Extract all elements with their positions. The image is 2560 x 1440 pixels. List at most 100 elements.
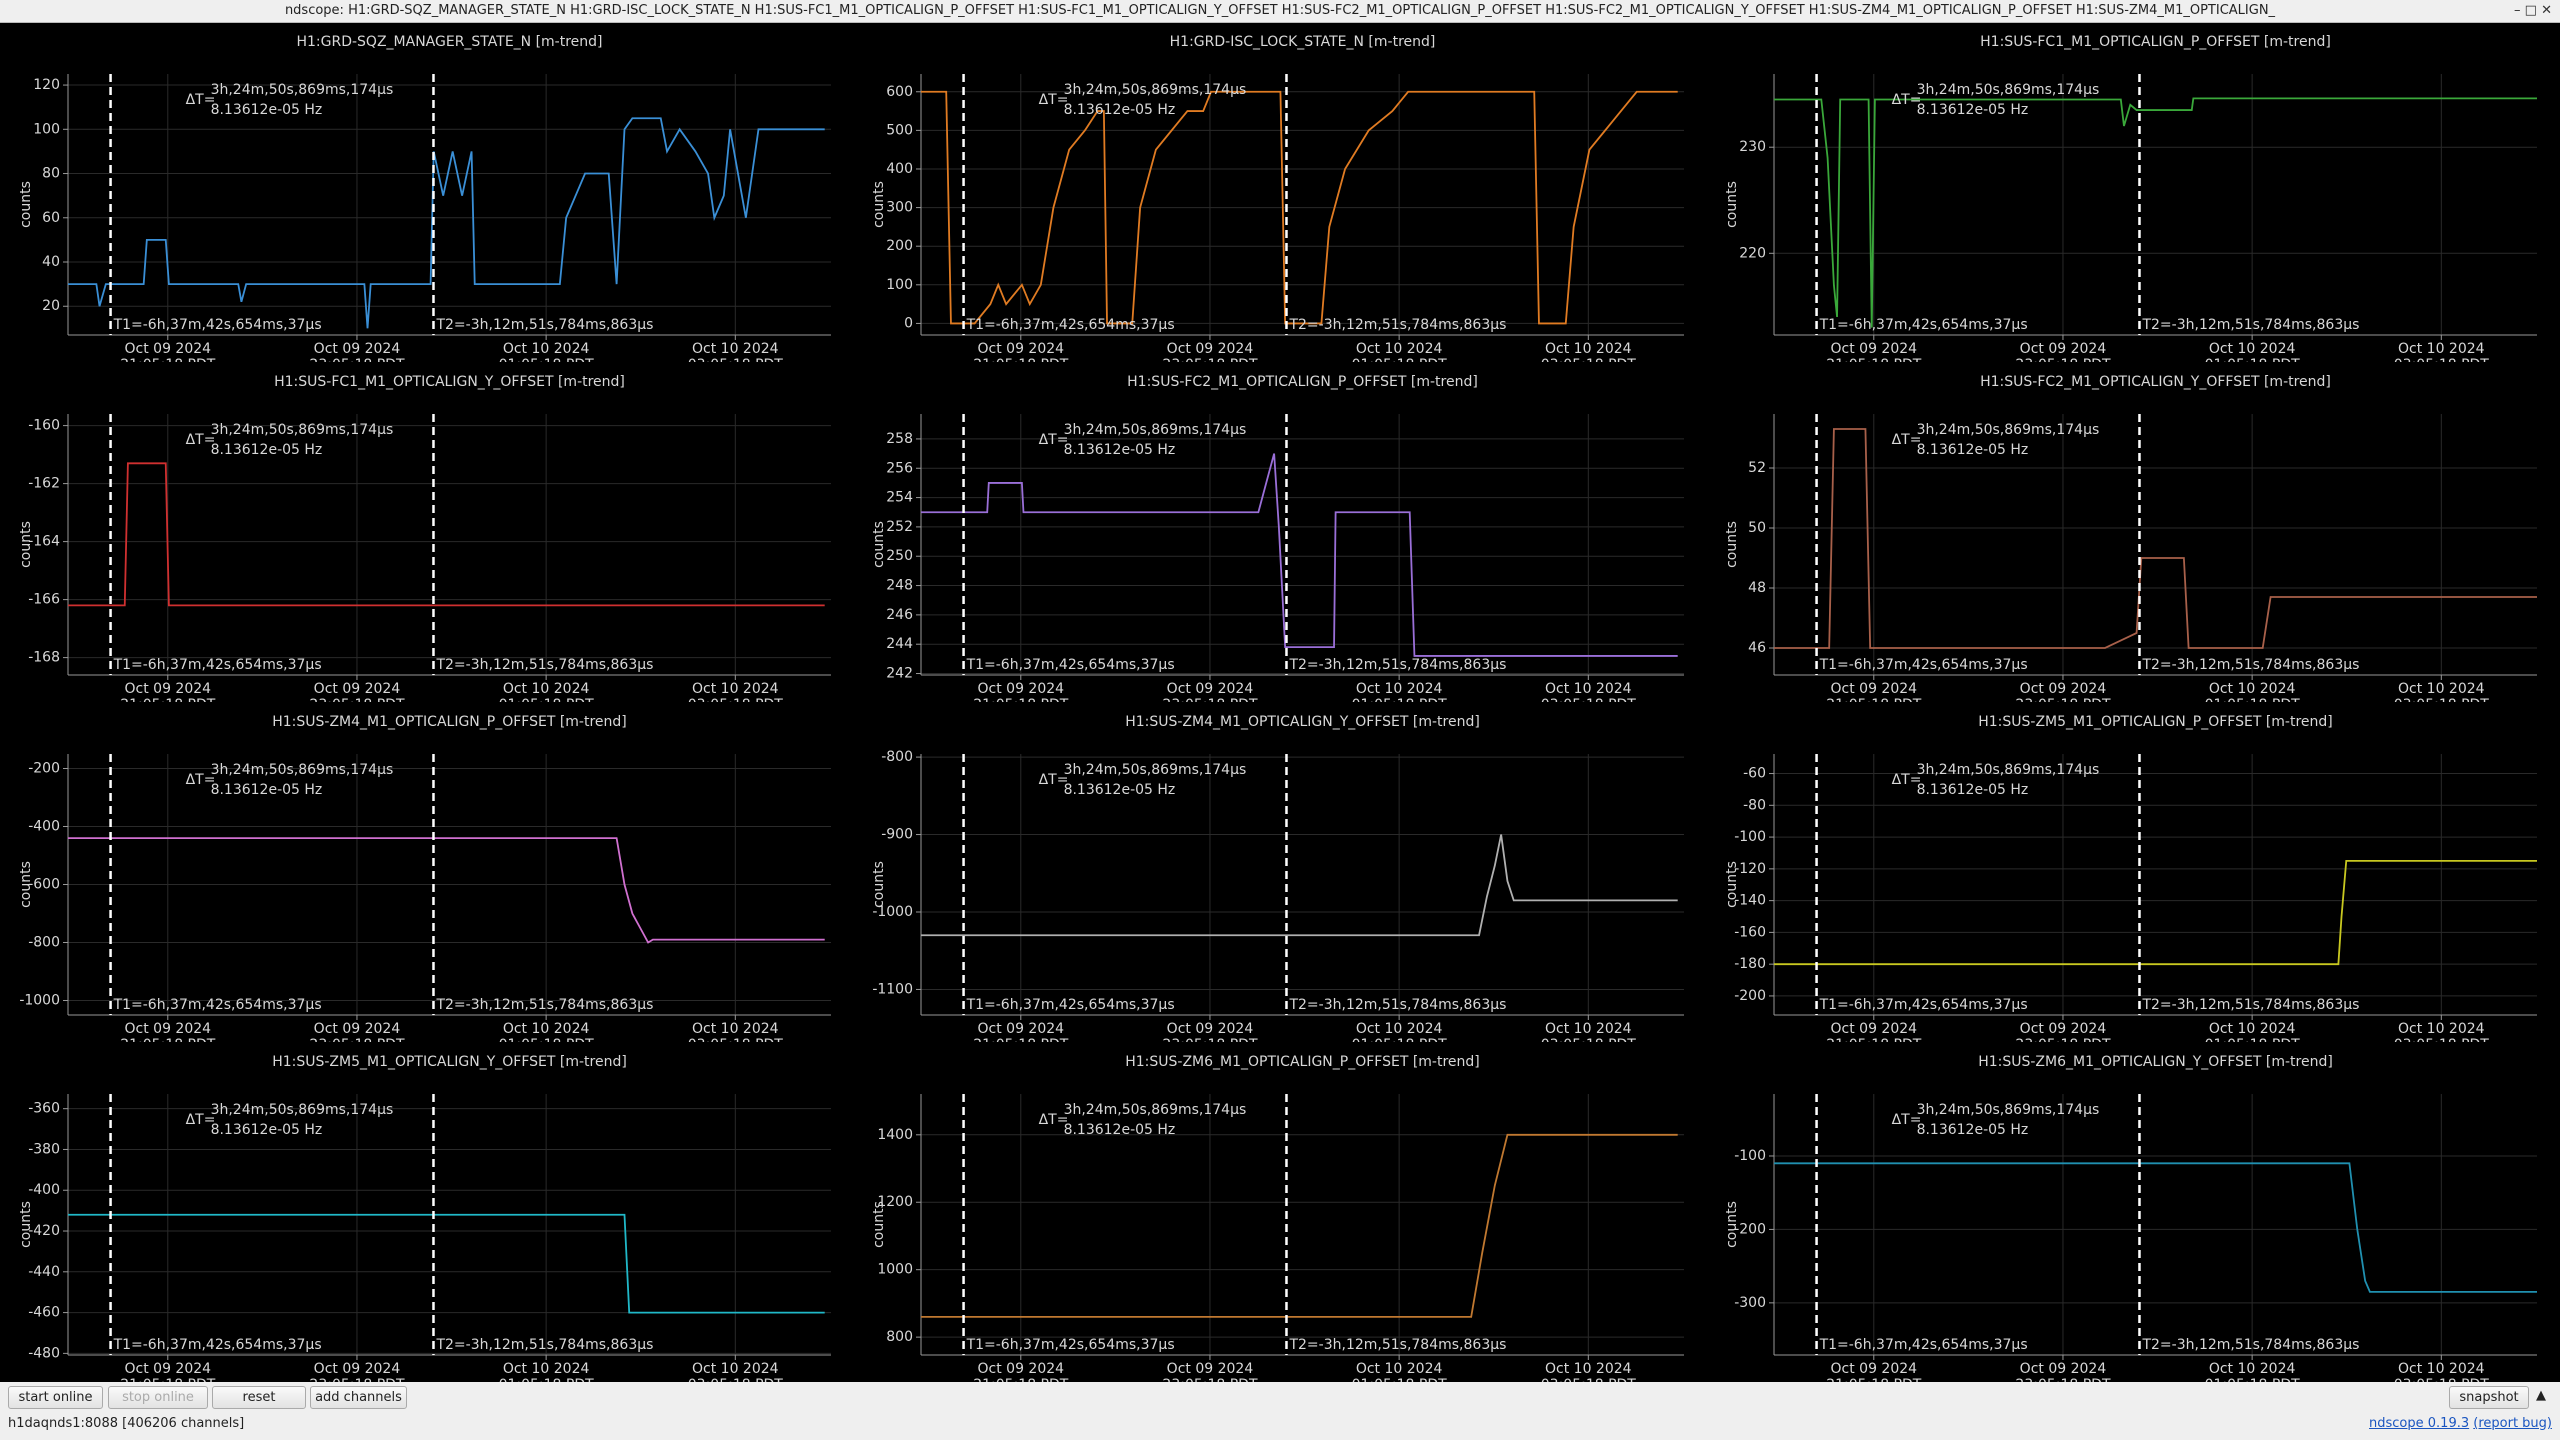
trace — [1774, 97, 2537, 328]
x-tick-label: Oct 10 2024 — [1356, 681, 1443, 697]
x-tick-label: Oct 10 2024 — [692, 681, 779, 697]
delta-freq: 8.13612e-05 Hz — [1064, 782, 1176, 798]
plot[interactable]: H1:GRD-ISC_LOCK_STATE_N [m-trend] counts 0… — [853, 22, 1706, 362]
bottom-bar: start online stop online reset add chann… — [0, 1382, 2560, 1440]
x-tick-label: Oct 10 2024 — [1545, 1361, 1632, 1377]
x-tick-label: Oct 10 2024 — [2398, 1021, 2485, 1037]
y-tick-label: 220 — [1739, 245, 1766, 261]
y-axis-label: counts — [18, 181, 34, 228]
trace — [1774, 1162, 2537, 1293]
plot[interactable]: H1:SUS-FC2_M1_OPTICALIGN_P_OFFSET [m-tre… — [853, 362, 1706, 702]
delta-label: ΔT= — [1039, 1112, 1069, 1128]
channel-count: [406206 channels] — [122, 1416, 245, 1431]
cursor-t2-label: T2=-3h,12m,51s,784ms,863µs — [435, 997, 653, 1013]
expand-arrow[interactable]: ▲ — [2536, 1388, 2546, 1403]
y-tick-label: 248 — [886, 578, 913, 594]
delta-time: 3h,24m,50s,869ms,174µs — [1064, 82, 1247, 98]
y-tick-label: 40 — [42, 254, 60, 270]
y-tick-label: -1100 — [872, 981, 913, 997]
plot[interactable]: H1:SUS-ZM4_M1_OPTICALIGN_P_OFFSET [m-tre… — [0, 702, 853, 1042]
x-tick-label: 23:05:18 PDT — [309, 1377, 405, 1382]
delta-label: ΔT= — [1039, 432, 1069, 448]
x-tick-label: Oct 09 2024 — [1167, 341, 1254, 357]
y-tick-label: 200 — [886, 238, 913, 254]
window-controls[interactable]: – □ ✕ — [2514, 3, 2552, 18]
y-tick-label: -162 — [28, 476, 60, 492]
y-tick-label: 242 — [886, 666, 913, 682]
reset-button[interactable]: reset — [212, 1386, 306, 1409]
plot[interactable]: H1:SUS-FC2_M1_OPTICALIGN_Y_OFFSET [m-tre… — [1706, 362, 2559, 702]
x-tick-label: 03:05:18 PDT — [2394, 1037, 2490, 1042]
plot[interactable]: H1:SUS-ZM6_M1_OPTICALIGN_P_OFFSET [m-tre… — [853, 1042, 1706, 1382]
y-tick-label: 500 — [886, 122, 913, 138]
x-tick-label: Oct 09 2024 — [978, 1361, 1065, 1377]
cursor-t2-label: T2=-3h,12m,51s,784ms,863µs — [2141, 657, 2359, 673]
x-tick-label: Oct 09 2024 — [125, 681, 212, 697]
delta-time: 3h,24m,50s,869ms,174µs — [1064, 762, 1247, 778]
snapshot-button[interactable]: snapshot — [2449, 1386, 2529, 1409]
plot[interactable]: H1:SUS-FC1_M1_OPTICALIGN_P_OFFSET [m-tre… — [1706, 22, 2559, 362]
cursor-t1-label: T1=-6h,37m,42s,654ms,37µs — [113, 1337, 322, 1353]
cursor-t1-label: T1=-6h,37m,42s,654ms,37µs — [966, 657, 1175, 673]
y-tick-label: 600 — [886, 84, 913, 100]
delta-label: ΔT= — [1039, 772, 1069, 788]
y-axis-label: counts — [1724, 1201, 1740, 1248]
trace — [921, 453, 1678, 657]
y-tick-label: -600 — [28, 877, 60, 893]
add-channels-button[interactable]: add channels — [310, 1386, 407, 1409]
plot[interactable]: H1:SUS-ZM5_M1_OPTICALIGN_Y_OFFSET [m-tre… — [0, 1042, 853, 1382]
plot[interactable]: H1:SUS-ZM4_M1_OPTICALIGN_Y_OFFSET [m-tre… — [853, 702, 1706, 1042]
cursor-t1-label: T1=-6h,37m,42s,654ms,37µs — [1819, 1337, 2028, 1353]
y-tick-label: -80 — [1743, 797, 1766, 813]
y-tick-label: 244 — [886, 636, 913, 652]
delta-freq: 8.13612e-05 Hz — [211, 1122, 323, 1138]
version-link[interactable]: ndscope 0.19.3 — [2369, 1416, 2470, 1431]
y-axis-label: counts — [1724, 521, 1740, 568]
x-tick-label: Oct 10 2024 — [2209, 341, 2296, 357]
x-tick-label: 21:05:18 PDT — [1826, 1037, 1922, 1042]
x-tick-label: 03:05:18 PDT — [1541, 357, 1637, 362]
cursor-t2-label: T2=-3h,12m,51s,784ms,863µs — [435, 657, 653, 673]
cursor-t2-label: T2=-3h,12m,51s,784ms,863µs — [2141, 1337, 2359, 1353]
delta-freq: 8.13612e-05 Hz — [211, 442, 323, 458]
plot-title: H1:SUS-ZM4_M1_OPTICALIGN_Y_OFFSET [m-tre… — [1125, 714, 1480, 730]
x-tick-label: Oct 09 2024 — [1831, 681, 1918, 697]
x-tick-label: 03:05:18 PDT — [1541, 1377, 1637, 1382]
y-tick-label: 258 — [886, 431, 913, 447]
x-tick-label: Oct 09 2024 — [314, 1361, 401, 1377]
plot-title: H1:SUS-FC1_M1_OPTICALIGN_P_OFFSET [m-tre… — [1980, 34, 2331, 50]
y-axis-label: counts — [871, 521, 887, 568]
delta-freq: 8.13612e-05 Hz — [1917, 102, 2029, 118]
y-axis-label: counts — [871, 1201, 887, 1248]
trace — [921, 1133, 1678, 1318]
y-tick-label: 0 — [904, 315, 913, 331]
y-tick-label: 252 — [886, 519, 913, 535]
plot-title: H1:SUS-FC2_M1_OPTICALIGN_P_OFFSET [m-tre… — [1127, 374, 1478, 390]
x-tick-label: Oct 10 2024 — [1356, 1361, 1443, 1377]
y-tick-label: -360 — [28, 1101, 60, 1117]
cursor-t1-label: T1=-6h,37m,42s,654ms,37µs — [1819, 657, 2028, 673]
x-tick-label: Oct 09 2024 — [978, 681, 1065, 697]
start-button[interactable]: start online — [8, 1386, 103, 1409]
delta-freq: 8.13612e-05 Hz — [1917, 782, 2029, 798]
plot-title: H1:SUS-ZM5_M1_OPTICALIGN_P_OFFSET [m-tre… — [1978, 714, 2333, 730]
delta-time: 3h,24m,50s,869ms,174µs — [1917, 1102, 2100, 1118]
report-link[interactable]: (report bug) — [2473, 1416, 2552, 1431]
cursor-t1-label: T1=-6h,37m,42s,654ms,37µs — [1819, 997, 2028, 1013]
delta-freq: 8.13612e-05 Hz — [211, 102, 323, 118]
plot[interactable]: H1:GRD-SQZ_MANAGER_STATE_N [m-trend] coun… — [0, 22, 853, 362]
x-tick-label: 01:05:18 PDT — [499, 1037, 595, 1042]
y-axis-label: counts — [18, 861, 34, 908]
cursor-t1-label: T1=-6h,37m,42s,654ms,37µs — [1819, 317, 2028, 333]
plot[interactable]: H1:SUS-ZM5_M1_OPTICALIGN_P_OFFSET [m-tre… — [1706, 702, 2559, 1042]
x-tick-label: Oct 09 2024 — [1831, 1021, 1918, 1037]
x-tick-label: Oct 10 2024 — [692, 1021, 779, 1037]
y-tick-label: -480 — [28, 1345, 60, 1361]
plot[interactable]: H1:SUS-FC1_M1_OPTICALIGN_Y_OFFSET [m-tre… — [0, 362, 853, 702]
y-tick-label: 48 — [1748, 580, 1766, 596]
y-tick-label: 256 — [886, 460, 913, 476]
plot[interactable]: H1:SUS-ZM6_M1_OPTICALIGN_Y_OFFSET [m-tre… — [1706, 1042, 2559, 1382]
y-tick-label: -100 — [1734, 829, 1766, 845]
window-title-bar: ndscope: H1:GRD-SQZ_MANAGER_STATE_N H1:G… — [0, 0, 2560, 23]
